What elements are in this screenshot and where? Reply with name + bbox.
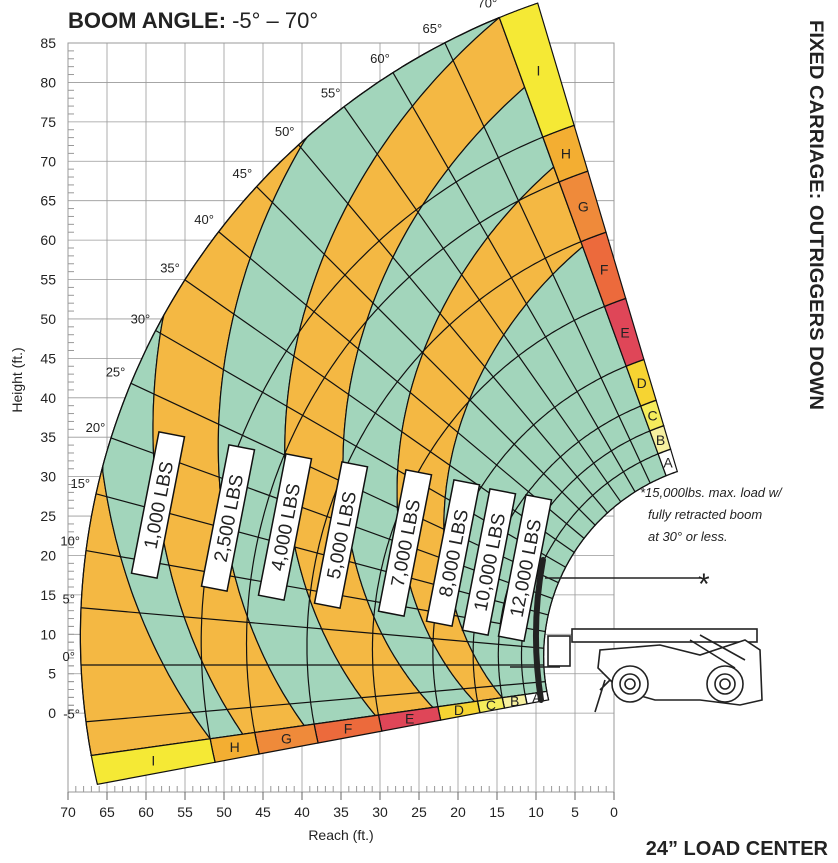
angle-label: 65° — [423, 21, 443, 36]
x-tick-label: 65 — [99, 804, 115, 820]
y-tick-label: 30 — [40, 469, 56, 485]
x-tick-label: 70 — [60, 804, 76, 820]
angle-ray — [392, 72, 636, 493]
y-tick-label: 0 — [48, 705, 56, 721]
angle-label: 0° — [63, 649, 75, 664]
y-tick-label: 85 — [40, 35, 56, 51]
band-label: C — [486, 697, 496, 713]
y-axis-label: Height (ft.) — [9, 347, 25, 412]
x-tick-label: 45 — [255, 804, 271, 820]
title-group: BOOM ANGLE: -5° – 70° — [68, 8, 318, 33]
zone-label-box — [130, 430, 186, 580]
chart-subtitle: -5° – 70° — [232, 8, 318, 33]
band-label: E — [405, 710, 414, 726]
note-marker: * — [698, 568, 710, 601]
x-tick-label: 60 — [138, 804, 154, 820]
y-tick-label: 60 — [40, 232, 56, 248]
angle-ray — [343, 106, 622, 503]
y-tick-label: 40 — [40, 390, 56, 406]
x-tick-label: 25 — [411, 804, 427, 820]
note-line: *15,000lbs. max. load w/ — [640, 485, 783, 500]
y-tick-label: 55 — [40, 272, 56, 288]
band-label: H — [561, 146, 571, 162]
x-tick-label: 20 — [450, 804, 466, 820]
band-label: F — [600, 262, 609, 278]
angle-label: 20° — [86, 420, 106, 435]
band-label: C — [647, 408, 657, 424]
band-label: G — [578, 199, 589, 215]
angle-label: -5° — [63, 706, 80, 721]
side-title: FIXED CARRIAGE: OUTRIGGERS DOWN — [805, 20, 826, 410]
angle-label: 35° — [160, 260, 180, 275]
angle-ray — [85, 681, 546, 723]
band-label: I — [151, 752, 155, 768]
y-tick-label: 20 — [40, 547, 56, 563]
band-label: D — [454, 702, 464, 718]
x-tick-label: 50 — [216, 804, 232, 820]
band-label: A — [532, 689, 542, 705]
y-tick-label: 10 — [40, 626, 56, 642]
y-tick-label: 45 — [40, 350, 56, 366]
angle-label: 40° — [194, 212, 214, 227]
band-label: B — [656, 432, 665, 448]
zone-label-box — [257, 452, 313, 602]
angle-label: 30° — [131, 311, 151, 326]
band-label: E — [620, 324, 629, 340]
note-line: fully retracted boom — [648, 507, 762, 522]
zone-label-box — [461, 487, 517, 637]
angle-label: 50° — [275, 124, 295, 139]
band-label: A — [663, 454, 673, 470]
chart-title: BOOM ANGLE: — [68, 8, 226, 33]
angle-ray — [298, 144, 608, 514]
angle-label: 5° — [63, 591, 75, 606]
y-tick-label: 75 — [40, 114, 56, 130]
zone-label-box — [497, 493, 553, 643]
band-label: H — [230, 739, 240, 755]
angle-label: 55° — [321, 86, 341, 101]
band-label: I — [536, 62, 540, 78]
angle-ray — [80, 607, 544, 649]
zone-label-box — [377, 468, 433, 618]
angle-label: 70° — [478, 0, 498, 11]
y-tick-label: 35 — [40, 429, 56, 445]
y-tick-label: 15 — [40, 587, 56, 603]
y-tick-label: 65 — [40, 193, 56, 209]
y-tick-label: 50 — [40, 311, 56, 327]
x-tick-label: 0 — [610, 804, 618, 820]
x-axis-label: Reach (ft.) — [308, 827, 373, 843]
y-tick-label: 80 — [40, 74, 56, 90]
x-tick-label: 15 — [489, 804, 505, 820]
band-strip — [498, 2, 575, 138]
angle-ray — [444, 42, 651, 484]
band-label: D — [637, 375, 647, 391]
y-tick-label: 5 — [48, 666, 56, 682]
load-center: 24” LOAD CENTER — [646, 838, 829, 860]
angle-label: 15° — [70, 476, 90, 491]
zone-label-box — [425, 478, 481, 628]
machine — [510, 557, 763, 713]
angle-ray — [218, 231, 585, 539]
angle-label: 10° — [60, 534, 80, 549]
angle-label: 45° — [233, 166, 253, 181]
x-tick-label: 35 — [333, 804, 349, 820]
x-tick-label: 55 — [177, 804, 193, 820]
x-tick-label: 5 — [571, 804, 579, 820]
x-tick-label: 40 — [294, 804, 310, 820]
zone-label-box — [313, 460, 369, 610]
band-label: G — [281, 730, 292, 746]
angle-label: 60° — [370, 51, 390, 66]
y-tick-label: 25 — [40, 508, 56, 524]
note-line: at 30° or less. — [648, 529, 728, 544]
x-tick-label: 10 — [528, 804, 544, 820]
band-label: B — [510, 693, 519, 709]
band-strip — [90, 738, 216, 785]
band-label: F — [344, 720, 353, 736]
x-tick-label: 30 — [372, 804, 388, 820]
y-tick-label: 70 — [40, 153, 56, 169]
angle-label: 25° — [106, 365, 126, 380]
zone-label-box — [200, 443, 256, 593]
angle-ray — [256, 186, 596, 526]
